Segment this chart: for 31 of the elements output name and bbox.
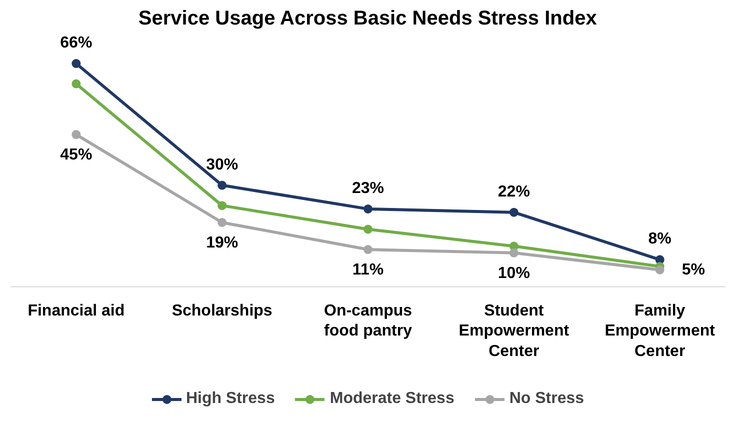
point (364, 204, 372, 214)
x-tick-label: Student Empowerment Center (458, 302, 570, 360)
point (509, 208, 518, 217)
point (364, 224, 372, 234)
data-label: 10% (498, 264, 530, 282)
point (72, 130, 81, 140)
point (655, 265, 664, 274)
data-label: 30% (206, 156, 238, 174)
point (72, 59, 81, 68)
data-label: 23% (352, 180, 384, 197)
chart-title: Service Usage Across Basic Needs Stress Index (138, 8, 597, 30)
data-label: 5% (682, 261, 705, 278)
point (509, 248, 518, 258)
data-label: 11% (352, 262, 384, 279)
data-label: 66% (60, 34, 92, 52)
point (218, 218, 227, 227)
data-label: 22% (498, 183, 530, 200)
x-tick-label: On-campus food pantry (324, 302, 412, 340)
x-tick-label: Financial aid (28, 302, 125, 320)
data-label: 8% (648, 230, 672, 248)
point (72, 79, 81, 88)
point (364, 245, 372, 254)
legend-label: No Stress (509, 390, 584, 408)
point (218, 180, 227, 190)
data-label: 45% (60, 146, 92, 164)
x-tick-label: Family Empowerment Center (604, 302, 716, 360)
legend-label: Moderate Stress (330, 390, 454, 408)
point (218, 201, 227, 210)
legend-label: High Stress (186, 390, 275, 408)
x-tick-label: Scholarships (172, 302, 272, 320)
data-label: 19% (206, 234, 238, 252)
